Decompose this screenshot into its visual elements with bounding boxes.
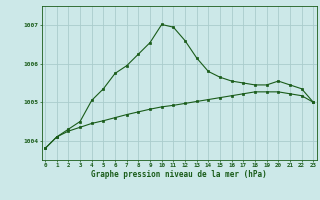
X-axis label: Graphe pression niveau de la mer (hPa): Graphe pression niveau de la mer (hPa) bbox=[91, 170, 267, 179]
